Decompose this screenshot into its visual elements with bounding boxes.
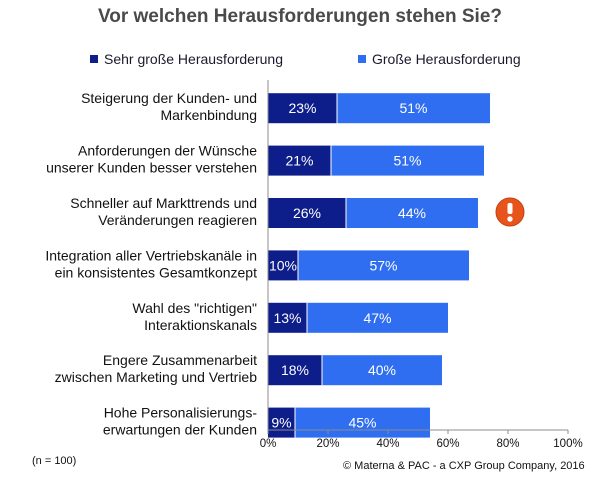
bar-value-label: 9% (271, 415, 291, 431)
bar-segment (337, 93, 490, 124)
category-label-line: unserer Kunden besser verstehen (46, 160, 257, 176)
bar-value-label: 13% (273, 310, 301, 326)
bar-value-label: 40% (368, 362, 396, 378)
category-label: Integration aller Vertriebskanäle in ein … (45, 247, 257, 280)
category-label-line: Hohe Personalisierungs- (104, 405, 258, 421)
category-label-line: Engere Zusammenarbeit (103, 352, 257, 368)
bar-segment (346, 198, 478, 228)
category-label-line: Interaktionskanals (144, 317, 257, 333)
category-label-line: Anforderungen der Wünsche (78, 143, 257, 159)
legend-item-sehr-gross: Sehr große Herausforderung (90, 51, 283, 67)
category-label: Anforderungen der Wünsche unserer Kunden … (46, 143, 257, 176)
bar-segment (268, 407, 295, 438)
category-label: Wahl des "richtigen" Interaktionskanals (132, 300, 257, 333)
bar-value-label: 26% (293, 205, 321, 221)
bar-value-label: 51% (393, 153, 421, 169)
bar-segment (268, 145, 331, 176)
bar-value-label: 51% (399, 100, 427, 116)
bar-segment (295, 407, 430, 438)
x-tick-label: 40% (376, 438, 399, 450)
category-label-line: Steigerung der Kunden- und (81, 90, 257, 106)
bar-value-label: 21% (285, 153, 313, 169)
category-label-line: Schneller auf Markttrends und (70, 195, 257, 211)
exclamation-icon-dot (507, 216, 513, 222)
exclamation-icon-bar (507, 203, 513, 214)
bar-value-label: 45% (348, 415, 376, 431)
x-tick-label: 0% (260, 438, 277, 450)
x-tick-label: 80% (496, 438, 519, 450)
x-tick-label: 100% (553, 438, 582, 450)
legend-item-gross: Große Herausforderung (358, 51, 521, 67)
bar-value-label: 47% (363, 310, 391, 326)
sample-size-note: (n = 100) (32, 455, 77, 467)
bar-value-label: 57% (369, 257, 397, 273)
exclamation-icon (495, 197, 525, 227)
bar-segment (268, 93, 337, 124)
bar-segment (268, 302, 307, 333)
category-label: Steigerung der Kunden- und Markenbindung (81, 90, 257, 123)
bar-value-label: 44% (398, 205, 426, 221)
bar-value-label: 18% (281, 362, 309, 378)
bar-value-label: 10% (269, 257, 297, 273)
chart-title: Vor welchen Herausforderungen stehen Sie… (97, 6, 503, 27)
category-label-line: ein konsistentes Gesamtkonzept (55, 264, 257, 280)
category-label-line: Markenbindung (160, 107, 257, 123)
copyright-note: © Materna & PAC - a CXP Group Company, 2… (343, 460, 585, 472)
category-label-line: erwartungen der Kunden (103, 422, 257, 438)
category-label-line: Integration aller Vertriebskanäle in (45, 247, 257, 263)
bar-segment (268, 198, 346, 228)
bar-segment (268, 355, 322, 386)
bar-value-label: 23% (288, 100, 316, 116)
category-label-line: zwischen Marketing und Vertrieb (55, 369, 258, 385)
category-label: Hohe Personalisierungs-erwartungen der K… (103, 405, 257, 438)
bar-segment (307, 302, 448, 333)
bar-segment (298, 250, 469, 281)
legend-swatch-gross (358, 55, 366, 63)
x-tick-label: 20% (316, 438, 339, 450)
legend-label-sehr-gross: Sehr große Herausforderung (104, 51, 283, 67)
bar-segment (331, 145, 484, 176)
category-label: Engere Zusammenarbeit zwischen Marketing … (55, 352, 258, 385)
bar-segment (322, 355, 442, 386)
category-label: Schneller auf Markttrends und Veränderung… (70, 195, 257, 228)
category-label-line: Veränderungen reagieren (98, 212, 257, 228)
category-label-line: Wahl des "richtigen" (132, 300, 257, 316)
legend-swatch-sehr-gross (90, 55, 98, 63)
bar-segment (268, 250, 298, 281)
legend-label-gross: Große Herausforderung (372, 51, 521, 67)
x-tick-label: 60% (436, 438, 459, 450)
